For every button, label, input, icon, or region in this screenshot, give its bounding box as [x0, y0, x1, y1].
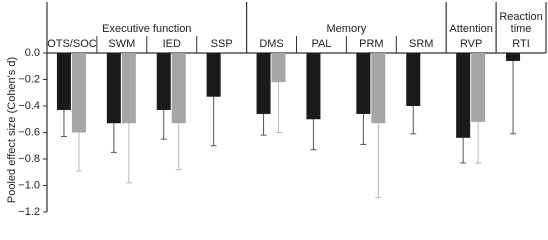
- bar: [271, 53, 286, 83]
- y-tick-label: −1.0: [18, 179, 40, 191]
- bar: [456, 53, 471, 138]
- y-tick-label: −1.2: [18, 206, 40, 218]
- group-label: Reaction time: [499, 11, 543, 35]
- x-tick-label: RVP: [460, 38, 482, 50]
- group-label-box: Reaction time: [499, 11, 543, 35]
- bar: [206, 53, 221, 97]
- y-tick-label: −0.8: [18, 153, 40, 165]
- y-tick-label: −0.6: [18, 126, 40, 138]
- y-tick-label: 0.0: [25, 47, 40, 59]
- x-tick-label: SSP: [211, 38, 233, 50]
- bar: [306, 53, 321, 120]
- x-tick-label: PAL: [311, 38, 331, 50]
- chart: Pooled effect size (Cohen's d) 0.0 −0.2 −0…: [6, 2, 547, 218]
- bar: [356, 53, 371, 114]
- x-tick-label: SRM: [409, 38, 433, 50]
- x-tick-label: IED: [163, 38, 181, 50]
- group-label: Attention: [449, 23, 493, 35]
- x-tick-label: RTI: [512, 38, 530, 50]
- group-label-box: Executive function: [102, 23, 192, 35]
- bar: [171, 53, 186, 124]
- group-label-box: Attention: [449, 23, 493, 35]
- group-label-box: Memory: [326, 23, 367, 35]
- x-tick-label: PRM: [359, 38, 383, 50]
- bar: [371, 53, 386, 124]
- y-tick-label: −0.2: [18, 73, 40, 85]
- x-tick-label: DMS: [259, 38, 283, 50]
- bar: [506, 53, 521, 61]
- bar: [121, 53, 136, 124]
- group-label: Memory: [326, 23, 367, 35]
- x-tick-label: OTS/SOC: [47, 38, 97, 50]
- bar: [471, 53, 486, 122]
- bar: [406, 53, 421, 106]
- y-tick-label: −0.4: [18, 100, 40, 112]
- bar: [156, 53, 171, 110]
- x-tick-label: SWM: [108, 38, 135, 50]
- group-label: Executive function: [102, 23, 192, 35]
- bar: [106, 53, 121, 124]
- bar: [56, 53, 71, 110]
- y-axis-label: Pooled effect size (Cohen's d): [6, 57, 18, 203]
- bar: [71, 53, 86, 133]
- bar: [256, 53, 271, 114]
